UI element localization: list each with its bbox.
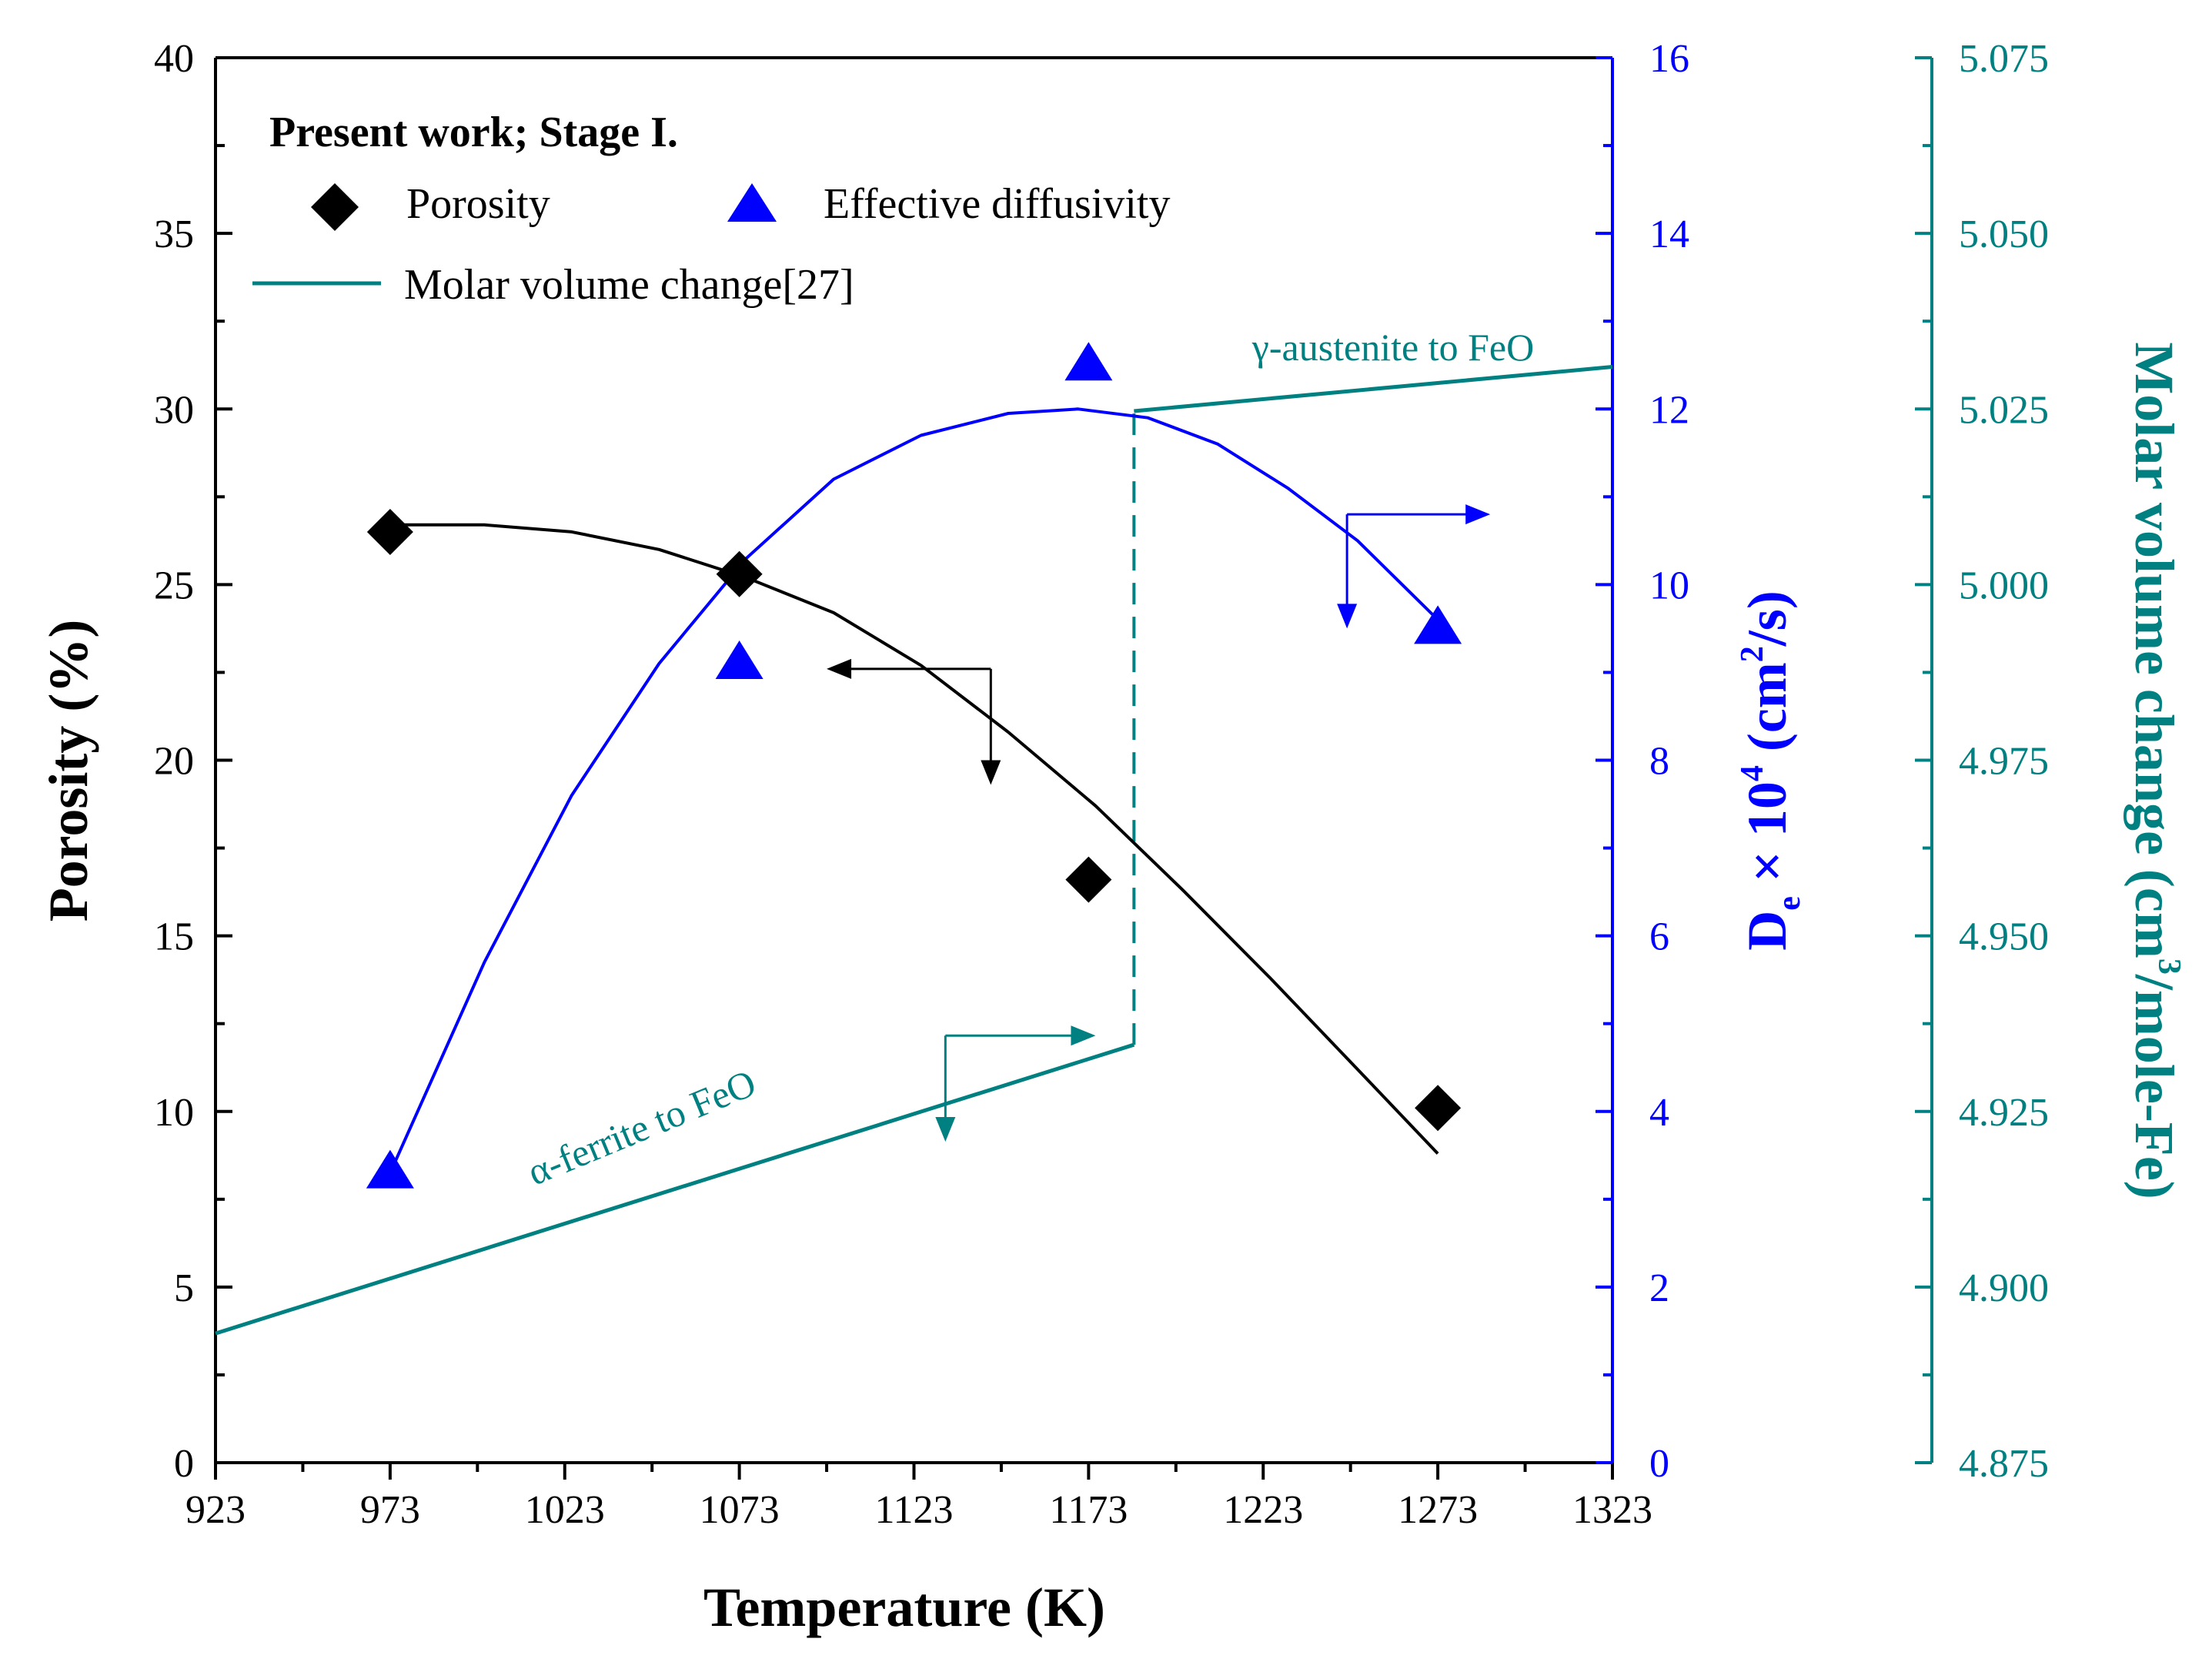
arrow-down-head (935, 1116, 956, 1142)
y-right2-axis-title: Molar volume change (cm3/mole-Fe) (2123, 342, 2187, 1199)
porosity-point (366, 508, 413, 555)
y-right1-tick-label: 16 (1649, 37, 1689, 81)
molar-volume-layer (215, 365, 1613, 1336)
y-left-tick-label: 10 (154, 1091, 194, 1135)
porosity-point (1415, 1085, 1462, 1132)
y-right1-axis-title: De × 104 (cm2/s) (1735, 590, 1807, 951)
x-tick-label: 1223 (1223, 1488, 1303, 1532)
y-left-tick-label: 0 (174, 1442, 194, 1486)
y-left-tick-label: 20 (154, 740, 194, 784)
y-right1-title-sup1: 4 (1735, 765, 1770, 781)
y-right2-title-sup: 3 (2151, 958, 2187, 975)
legend-molar-label: Molar volume change[27] (404, 261, 854, 309)
y-right1-tick-label: 0 (1649, 1442, 1669, 1486)
y-right1-tick-label: 4 (1649, 1091, 1669, 1135)
x-tick-label: 1073 (700, 1488, 780, 1532)
x-tick-label: 1123 (874, 1488, 953, 1532)
y-left-tick-label: 35 (154, 212, 194, 256)
y-right1-title-mid: × 10 (1736, 781, 1798, 896)
gamma-austenite-line (1134, 365, 1613, 413)
diffusivity-point (715, 641, 764, 680)
y-right1-title-sup2: 2 (1735, 646, 1770, 662)
x-tick-label: 1273 (1398, 1488, 1478, 1532)
legend-diffusivity-label: Effective diffusivity (824, 180, 1171, 228)
y-right2-tick-label: 4.975 (1959, 740, 2049, 784)
data-points-layer (366, 342, 1462, 1189)
porosity-point (716, 550, 763, 597)
alpha-ferrite-line (215, 1042, 1135, 1336)
y-left-tick-label: 30 (154, 388, 194, 432)
arrow-right-head (1071, 1025, 1096, 1046)
x-tick-label: 1023 (525, 1488, 605, 1532)
y-right2-tick-label: 5.025 (1959, 388, 2049, 432)
y-left-tick-label: 25 (154, 564, 194, 607)
y-right1-title-post2: /s) (1736, 590, 1798, 647)
arrow-left-head (827, 658, 852, 679)
legend: Present work; Stage I. Porosity Effectiv… (252, 109, 1171, 309)
y-left-tick-label: 15 (154, 915, 194, 959)
y-right1-tick-label: 2 (1649, 1266, 1669, 1310)
arrow-down-head (981, 760, 1001, 785)
arrow-right-head (1465, 504, 1491, 525)
y-right1-tick-label: 8 (1649, 740, 1669, 784)
y-right1-tick-label: 12 (1649, 388, 1689, 432)
x-tick-label: 923 (185, 1488, 246, 1532)
y-right1-title-post1: (cm (1736, 662, 1798, 765)
diffusivity-point (1414, 605, 1462, 644)
x-tick-label: 1173 (1049, 1488, 1128, 1532)
legend-title: Present work; Stage I. (269, 109, 678, 156)
y-right1-tick-label: 6 (1649, 915, 1669, 959)
gamma-austenite-label: γ-austenite to FeO (1251, 326, 1534, 369)
porosity-point (1065, 856, 1112, 903)
y-right2-tick-label: 5.000 (1959, 564, 2049, 607)
y-right1-tick-label: 14 (1649, 212, 1689, 256)
y-right2-title-post: /mole-Fe) (2123, 974, 2185, 1199)
y-right2-tick-label: 4.950 (1959, 915, 2049, 959)
porosity-fit-curve (389, 523, 1439, 1155)
y-right2-tick-label: 4.900 (1959, 1266, 2049, 1310)
diffusivity-fit-curve (389, 407, 1439, 1174)
y-left-tick-label: 40 (154, 37, 194, 81)
diffusivity-point (1064, 342, 1113, 381)
x-tick-label: 1323 (1572, 1488, 1652, 1532)
y-right1-title-sub: e (1772, 896, 1807, 911)
y-right1-tick-label: 10 (1649, 564, 1689, 607)
axis-arrows-layer (827, 504, 1491, 1142)
legend-diffusivity-marker (727, 183, 777, 222)
y-left-tick-label: 5 (174, 1266, 194, 1310)
y-left-axis-title: Porosity (%) (38, 620, 99, 922)
fit-curves-layer (389, 407, 1439, 1174)
x-axis-title: Temperature (K) (703, 1577, 1105, 1638)
diffusivity-point (366, 1149, 414, 1189)
y-right2-title-pre: Molar volume change (cm (2123, 342, 2185, 958)
y-right1-title-d: D (1736, 911, 1798, 951)
legend-porosity-label: Porosity (406, 180, 550, 228)
y-right2-tick-label: 4.875 (1959, 1442, 2049, 1486)
y-right2-tick-label: 5.075 (1959, 37, 2049, 81)
x-tick-label: 973 (360, 1488, 420, 1532)
arrow-down-head (1337, 604, 1358, 629)
y-right2-tick-label: 5.050 (1959, 212, 2049, 256)
y-right2-tick-label: 4.925 (1959, 1091, 2049, 1135)
legend-porosity-marker (311, 183, 359, 231)
